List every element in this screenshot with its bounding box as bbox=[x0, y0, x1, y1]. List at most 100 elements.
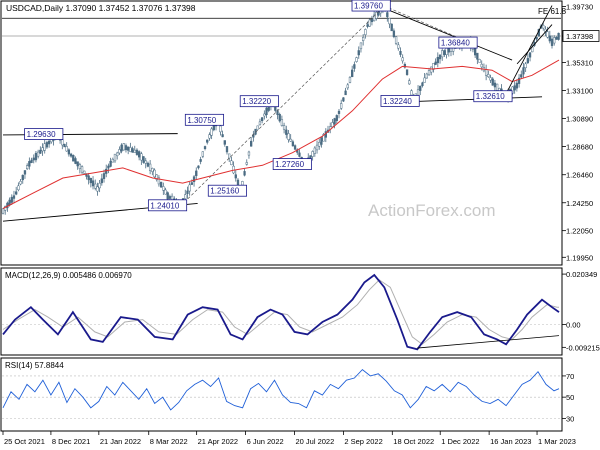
candle-body bbox=[197, 165, 200, 169]
candle-body bbox=[155, 174, 158, 180]
macd-layer: 0.020349 0.00 -0.009215 bbox=[2, 270, 600, 352]
candle-body bbox=[285, 129, 288, 135]
price-ytick-label: 1.33100 bbox=[566, 87, 593, 96]
candle-body bbox=[430, 66, 433, 73]
candle-body bbox=[337, 110, 341, 114]
candle-body bbox=[39, 149, 42, 154]
candle-body bbox=[441, 50, 444, 58]
annotation-box bbox=[272, 158, 312, 170]
candle-body bbox=[153, 169, 156, 178]
macd-ytick-label: 0.020349 bbox=[566, 270, 597, 279]
candle-body bbox=[478, 59, 481, 63]
candle-body bbox=[476, 52, 479, 60]
candle-body bbox=[135, 149, 139, 155]
candle-body bbox=[524, 63, 527, 69]
symbol-header: USDCAD,Daily 1.37090 1.37452 1.37076 1.3… bbox=[6, 3, 196, 13]
candle-body bbox=[26, 165, 29, 170]
candle-body bbox=[265, 107, 268, 115]
candle-body bbox=[208, 134, 211, 139]
watermark: ActionForex.com bbox=[368, 201, 496, 220]
candle-body bbox=[289, 138, 292, 142]
candle-body bbox=[129, 147, 132, 152]
current-price-box bbox=[562, 30, 600, 42]
annotation-box bbox=[147, 199, 188, 212]
candle-body bbox=[362, 37, 365, 41]
candle-body bbox=[526, 58, 530, 64]
moving-average-line bbox=[2, 59, 560, 209]
price-ytick-label: 1.39730 bbox=[566, 2, 593, 11]
candle-body bbox=[190, 182, 194, 185]
candle-body bbox=[474, 47, 477, 56]
candle-body bbox=[133, 149, 136, 153]
candle-body bbox=[164, 189, 167, 195]
candle-body bbox=[151, 168, 154, 172]
candle-body bbox=[74, 158, 77, 164]
macd-trendline bbox=[417, 335, 560, 349]
candle-body bbox=[353, 64, 356, 69]
annotation-box bbox=[184, 113, 225, 126]
price-ytick-label: 1.26460 bbox=[566, 171, 593, 180]
candle-body bbox=[72, 155, 75, 162]
candle-body bbox=[144, 160, 147, 164]
candle-body bbox=[83, 170, 86, 174]
candle-body bbox=[372, 14, 376, 22]
rsi-ytick-label: 30 bbox=[566, 414, 574, 423]
candle-body bbox=[28, 161, 31, 167]
macd-panel-frame bbox=[0, 267, 563, 356]
candle-body bbox=[221, 134, 224, 138]
candle-body bbox=[41, 147, 44, 152]
annotation-label: 1.39760 bbox=[354, 2, 383, 11]
candle-body bbox=[192, 176, 196, 183]
candle-body bbox=[162, 186, 165, 191]
price-annotation: 1.24010 bbox=[147, 199, 188, 212]
candle-body bbox=[278, 114, 281, 122]
x-axis: 25 Oct 2021 8 Dec 2021 21 Jan 2022 8 Mar 20… bbox=[2, 431, 576, 446]
candle-body bbox=[542, 25, 545, 29]
candle-body bbox=[199, 159, 202, 162]
candle-body bbox=[256, 125, 259, 130]
macd-line bbox=[2, 273, 560, 351]
candle-body bbox=[489, 77, 492, 81]
candle-body bbox=[17, 185, 20, 191]
candle-body bbox=[445, 48, 448, 55]
candle-body bbox=[63, 143, 66, 148]
price-ytick-label: 1.24250 bbox=[566, 199, 593, 208]
candle-body bbox=[397, 44, 400, 49]
candle-body bbox=[142, 156, 145, 163]
candle-body bbox=[423, 77, 426, 83]
x-tick-label: 8 Mar 2022 bbox=[150, 437, 188, 446]
candle-body bbox=[447, 48, 450, 53]
candle-body bbox=[357, 50, 360, 56]
price-ytick-label: 1.30890 bbox=[566, 115, 593, 124]
rsi-title: RSI(14) 57.8844 bbox=[5, 361, 64, 370]
candle-body bbox=[487, 74, 490, 78]
candle-body bbox=[346, 84, 349, 89]
annotation-box bbox=[24, 128, 64, 140]
candle-body bbox=[67, 149, 71, 155]
candle-body bbox=[138, 151, 141, 158]
candle-body bbox=[311, 151, 314, 157]
candle-body bbox=[69, 153, 73, 157]
candle-body bbox=[287, 133, 290, 140]
candle-body bbox=[410, 90, 413, 96]
candle-body bbox=[546, 31, 549, 38]
candle-body bbox=[201, 151, 204, 157]
candle-body bbox=[493, 82, 497, 88]
trendline bbox=[377, 5, 513, 61]
candle-body bbox=[344, 90, 347, 96]
candle-body bbox=[366, 24, 369, 27]
candle-body bbox=[122, 143, 125, 151]
candle-body bbox=[419, 85, 422, 91]
candle-body bbox=[223, 140, 226, 145]
annotation-box bbox=[473, 90, 513, 103]
price-ytick-label: 1.35310 bbox=[566, 58, 593, 67]
candle-body bbox=[230, 160, 233, 166]
candle-body bbox=[392, 30, 396, 37]
annotation-label: 1.32220 bbox=[242, 97, 271, 106]
x-tick-label: 1 Dec 2022 bbox=[441, 437, 479, 446]
candle-body bbox=[131, 148, 134, 153]
candle-body bbox=[116, 152, 119, 157]
candle-body bbox=[15, 191, 18, 195]
candle-body bbox=[298, 152, 301, 157]
